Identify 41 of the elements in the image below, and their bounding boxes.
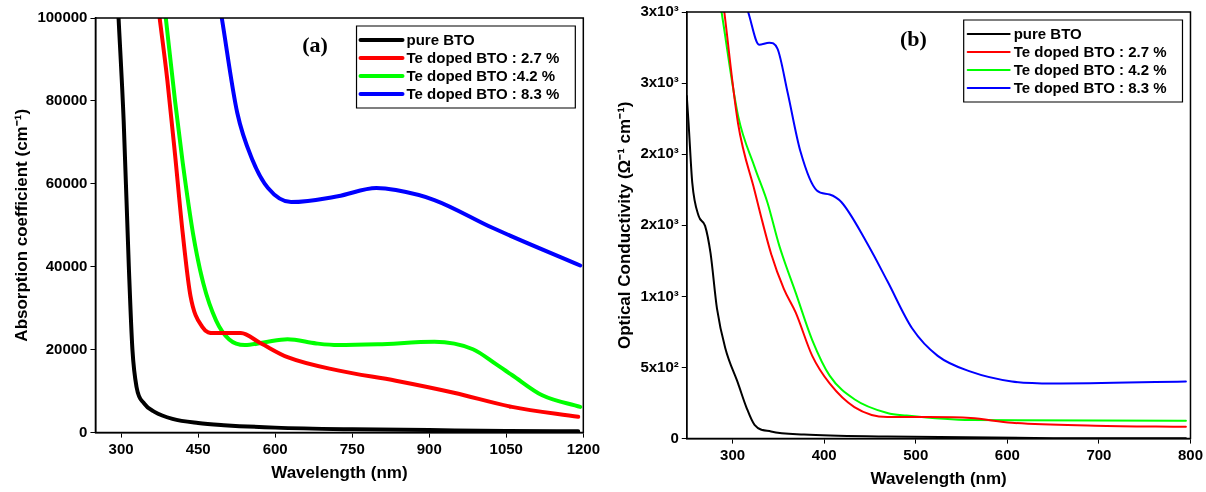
legend-label: pure BTO [1013,25,1083,43]
y-tick-label: 3x10³ [640,2,679,20]
y-tick-label: 1x10³ [640,286,679,304]
x-tick-label: 1050 [489,439,523,457]
x-tick-label: 300 [720,445,746,463]
x-tick-label: 450 [185,439,211,457]
y-tick-label: 2x10³ [640,215,679,233]
y-tick-label: 20000 [45,339,88,357]
legend-label: Te doped BTO : 2.7 % [1013,43,1167,61]
y-tick-label: 40000 [45,256,88,274]
legend-label: Te doped BTO : 4.2 % [1013,61,1167,79]
annotation: (a) [302,32,328,57]
legend-label: Te doped BTO : 8.3 % [1013,79,1167,97]
legend-label: Te doped BTO :4.2 % [406,67,556,85]
y-tick-label: 0 [79,422,88,440]
x-axis-title: Wavelength (nm) [870,469,1007,489]
y-tick-label: 5x10² [640,357,679,375]
x-tick-label: 1200 [566,439,600,457]
x-axis-title: Wavelength (nm) [271,463,408,483]
legend-label: pure BTO [406,31,475,49]
x-tick-label: 800 [1177,445,1203,463]
y-tick-label: 100000 [37,8,88,26]
x-tick-label: 750 [339,439,365,457]
legend-label: Te doped BTO : 8.3 % [406,85,560,103]
y-axis-title: Optical Conductivity (Ω⁻¹ cm⁻¹) [614,101,634,350]
line-series [219,18,583,268]
legend-label: Te doped BTO : 2.7 % [406,49,560,67]
y-axis-title: Absorption coefficient (cm⁻¹) [11,108,31,342]
x-tick-label: 300 [108,439,134,457]
y-tick-label: 3x10³ [640,73,679,91]
y-tick-label: 80000 [45,91,88,109]
x-tick-label: 600 [994,445,1020,463]
annotation: (b) [899,26,927,51]
x-tick-label: 500 [903,445,929,463]
y-tick-label: 2x10³ [640,144,679,162]
x-tick-label: 900 [416,439,442,457]
y-tick-label: 0 [670,428,679,446]
x-tick-label: 600 [262,439,288,457]
x-tick-label: 700 [1086,445,1112,463]
y-tick-label: 60000 [45,173,88,191]
x-tick-label: 400 [811,445,837,463]
